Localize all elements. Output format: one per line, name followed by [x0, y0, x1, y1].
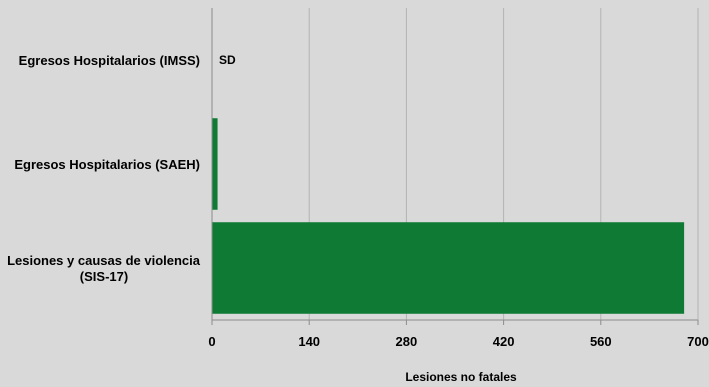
x-tick-label-140: 140: [298, 334, 320, 349]
x-tick-label-420: 420: [493, 334, 515, 349]
axes: [211, 8, 699, 325]
category-label-0: Egresos Hospitalarios (IMSS): [19, 53, 200, 68]
bar-1: [212, 118, 218, 210]
x-tick-label-560: 560: [590, 334, 612, 349]
x-tick-label-700: 700: [687, 334, 709, 349]
category-label-1: Egresos Hospitalarios (SAEH): [14, 157, 200, 172]
bars: [212, 118, 685, 314]
bar-2: [212, 222, 685, 314]
data-label-0: SD: [219, 53, 236, 67]
labels: 0 140 280 420 560 700 Egresos Hospitalarios (I…: [7, 53, 709, 349]
x-tick-label-0: 0: [208, 334, 215, 349]
x-axis-title: Lesiones no fatales: [405, 370, 517, 384]
category-label-2: Lesiones y causas de violencia (SIS-17): [7, 253, 201, 284]
x-tick-label-280: 280: [396, 334, 418, 349]
